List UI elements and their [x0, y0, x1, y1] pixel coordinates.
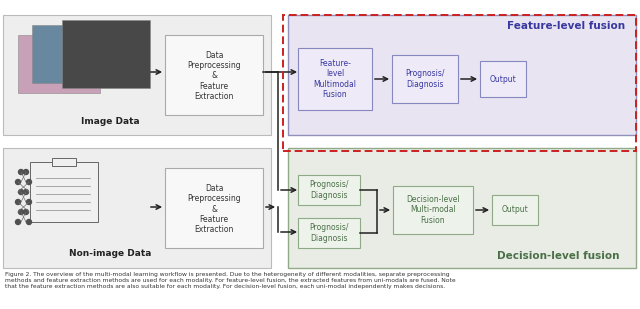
- Circle shape: [15, 219, 20, 225]
- FancyBboxPatch shape: [165, 35, 263, 115]
- FancyBboxPatch shape: [298, 218, 360, 248]
- Circle shape: [19, 210, 24, 214]
- Text: Figure 2. The overview of the multi-modal learning workflow is presented. Due to: Figure 2. The overview of the multi-moda…: [5, 272, 456, 289]
- FancyBboxPatch shape: [393, 186, 473, 234]
- Circle shape: [26, 180, 31, 184]
- Circle shape: [19, 170, 24, 175]
- Text: Data
Preprocessing
&
Feature
Extraction: Data Preprocessing & Feature Extraction: [187, 51, 241, 101]
- FancyBboxPatch shape: [480, 61, 526, 97]
- FancyBboxPatch shape: [492, 195, 538, 225]
- Text: Decision-level
Multi-modal
Fusion: Decision-level Multi-modal Fusion: [406, 195, 460, 225]
- FancyBboxPatch shape: [62, 20, 150, 88]
- Circle shape: [15, 180, 20, 184]
- Text: Output: Output: [490, 74, 516, 83]
- FancyBboxPatch shape: [3, 148, 271, 268]
- FancyBboxPatch shape: [288, 148, 636, 268]
- Text: Prognosis/
Diagnosis: Prognosis/ Diagnosis: [309, 180, 349, 200]
- Text: Prognosis/
Diagnosis: Prognosis/ Diagnosis: [405, 69, 445, 89]
- Circle shape: [26, 200, 31, 205]
- Text: Feature-level fusion: Feature-level fusion: [507, 21, 625, 31]
- FancyBboxPatch shape: [288, 15, 636, 135]
- FancyBboxPatch shape: [30, 162, 98, 222]
- Circle shape: [24, 210, 29, 214]
- FancyBboxPatch shape: [298, 48, 372, 110]
- Circle shape: [15, 200, 20, 205]
- Circle shape: [19, 189, 24, 194]
- FancyBboxPatch shape: [392, 55, 458, 103]
- Text: Data
Preprocessing
&
Feature
Extraction: Data Preprocessing & Feature Extraction: [187, 184, 241, 234]
- FancyBboxPatch shape: [52, 158, 76, 166]
- Text: Feature-
level
Multimodal
Fusion: Feature- level Multimodal Fusion: [314, 59, 356, 99]
- Text: Decision-level fusion: Decision-level fusion: [497, 251, 620, 261]
- FancyBboxPatch shape: [165, 168, 263, 248]
- Circle shape: [26, 219, 31, 225]
- Circle shape: [24, 189, 29, 194]
- Circle shape: [24, 170, 29, 175]
- Text: Output: Output: [502, 205, 529, 214]
- FancyBboxPatch shape: [3, 15, 271, 135]
- Text: Image Data: Image Data: [81, 117, 140, 126]
- Text: Non-image Data: Non-image Data: [69, 249, 151, 259]
- FancyBboxPatch shape: [298, 175, 360, 205]
- FancyBboxPatch shape: [32, 25, 112, 83]
- Text: Prognosis/
Diagnosis: Prognosis/ Diagnosis: [309, 223, 349, 243]
- FancyBboxPatch shape: [18, 35, 100, 93]
